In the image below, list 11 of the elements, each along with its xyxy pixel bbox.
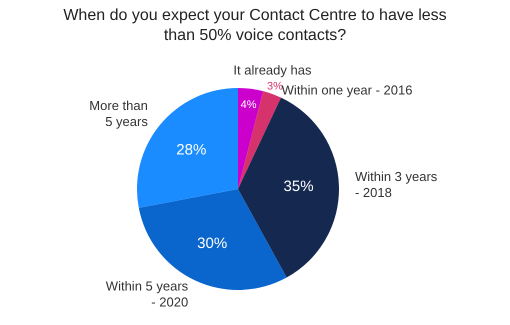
- chart-title: When do you expect your Contact Centre to have less than 50% voice contacts?: [62, 6, 448, 46]
- data-label: 3%: [266, 80, 284, 92]
- slice-label: Within one year - 2016: [282, 82, 412, 98]
- slice-label: It already has: [233, 62, 312, 78]
- slice-label: Within 3 years - 2018: [354, 168, 438, 200]
- slice-label: Within 5 years - 2020: [106, 278, 189, 310]
- data-label: 28%: [176, 142, 206, 159]
- data-label: 4%: [240, 98, 257, 111]
- data-label: 30%: [197, 234, 228, 252]
- slice-label: More than 5 years: [89, 98, 148, 129]
- data-label: 35%: [284, 178, 314, 196]
